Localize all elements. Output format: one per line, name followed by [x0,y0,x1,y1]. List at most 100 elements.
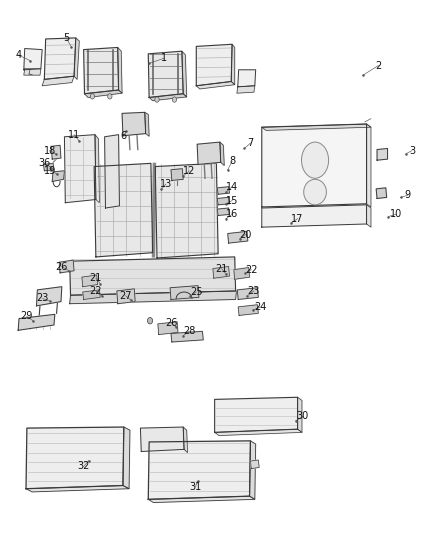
Polygon shape [83,290,100,300]
Text: 21: 21 [215,264,228,273]
Polygon shape [64,135,96,203]
Text: 36: 36 [38,158,50,168]
Ellipse shape [301,142,328,178]
Text: 27: 27 [119,290,132,301]
Polygon shape [145,112,149,136]
Circle shape [172,97,177,102]
Polygon shape [26,427,124,489]
Text: 4: 4 [15,50,21,60]
Polygon shape [182,51,187,97]
Text: 30: 30 [297,411,309,422]
Polygon shape [122,112,146,136]
Polygon shape [148,441,251,499]
Polygon shape [213,266,230,278]
Polygon shape [250,441,256,499]
Polygon shape [24,49,42,70]
Polygon shape [94,164,152,257]
Polygon shape [70,291,237,304]
Text: 19: 19 [43,166,56,176]
Text: 1: 1 [161,53,167,63]
Polygon shape [123,427,130,489]
Polygon shape [376,188,387,198]
Polygon shape [118,47,122,93]
Text: 26: 26 [56,262,68,271]
Text: 22: 22 [90,286,102,296]
Polygon shape [234,268,250,279]
Polygon shape [52,171,64,181]
Circle shape [155,97,159,102]
Polygon shape [228,231,248,243]
Text: 17: 17 [291,214,304,224]
Polygon shape [74,38,79,79]
Polygon shape [238,305,258,316]
Text: 15: 15 [226,196,238,206]
Polygon shape [42,76,74,86]
Polygon shape [148,496,255,503]
Text: 21: 21 [90,273,102,283]
Text: 26: 26 [165,318,177,328]
Polygon shape [36,287,62,306]
Text: 5: 5 [63,33,69,43]
Polygon shape [377,149,388,160]
Circle shape [148,318,152,324]
Text: 12: 12 [183,166,195,176]
Polygon shape [215,397,297,432]
Polygon shape [262,124,371,131]
Text: 31: 31 [189,482,201,491]
Polygon shape [217,197,230,205]
Text: 9: 9 [405,190,411,200]
Polygon shape [170,286,199,300]
Polygon shape [297,397,302,432]
Polygon shape [197,142,221,165]
Polygon shape [196,82,235,89]
Polygon shape [70,257,236,295]
Text: 18: 18 [43,146,56,156]
Polygon shape [18,314,55,330]
Polygon shape [149,94,187,101]
Polygon shape [95,135,99,203]
Text: 20: 20 [239,230,251,240]
Polygon shape [183,427,187,453]
Text: 29: 29 [21,311,33,321]
Polygon shape [238,70,256,87]
Polygon shape [196,44,232,86]
Polygon shape [262,124,367,207]
Polygon shape [43,164,54,171]
Ellipse shape [304,179,326,205]
Polygon shape [24,69,41,75]
Text: 22: 22 [245,265,258,274]
Text: 11: 11 [68,130,80,140]
Polygon shape [51,146,61,159]
Polygon shape [220,142,224,165]
Text: 8: 8 [229,156,235,166]
Polygon shape [59,260,74,273]
Text: 16: 16 [226,209,238,220]
Polygon shape [217,208,230,215]
Polygon shape [117,289,135,304]
Polygon shape [171,168,183,180]
Text: 14: 14 [226,182,238,192]
Text: 3: 3 [409,146,415,156]
Polygon shape [237,86,255,93]
Polygon shape [367,124,371,207]
Polygon shape [158,322,178,335]
Polygon shape [217,187,230,194]
Text: 6: 6 [121,131,127,141]
Text: 7: 7 [247,138,254,148]
Text: 13: 13 [159,179,172,189]
Polygon shape [85,90,122,98]
Text: 28: 28 [183,326,195,336]
Text: 25: 25 [190,287,202,297]
Circle shape [108,94,112,99]
Text: 10: 10 [390,209,402,220]
Polygon shape [82,275,98,287]
Polygon shape [44,38,76,79]
Text: 23: 23 [248,286,260,296]
Text: 2: 2 [375,61,381,70]
Polygon shape [155,164,218,258]
Circle shape [90,94,95,99]
Polygon shape [84,47,119,94]
Polygon shape [251,460,259,469]
Text: 23: 23 [36,293,49,303]
Polygon shape [141,427,184,451]
